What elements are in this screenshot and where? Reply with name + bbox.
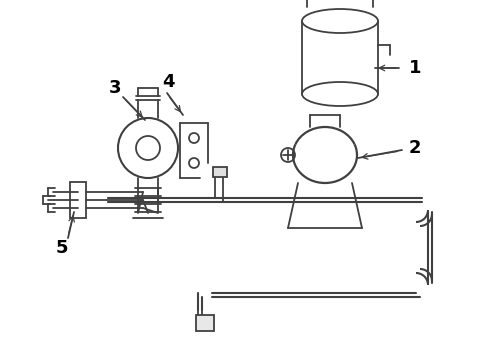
Text: 1: 1	[409, 59, 421, 77]
Bar	[213, 167, 227, 177]
Text: 4: 4	[162, 73, 174, 91]
Bar	[70, 182, 86, 218]
Text: 3: 3	[109, 79, 121, 97]
Text: 5: 5	[56, 239, 68, 257]
Bar	[196, 315, 214, 331]
Text: 2: 2	[409, 139, 421, 157]
